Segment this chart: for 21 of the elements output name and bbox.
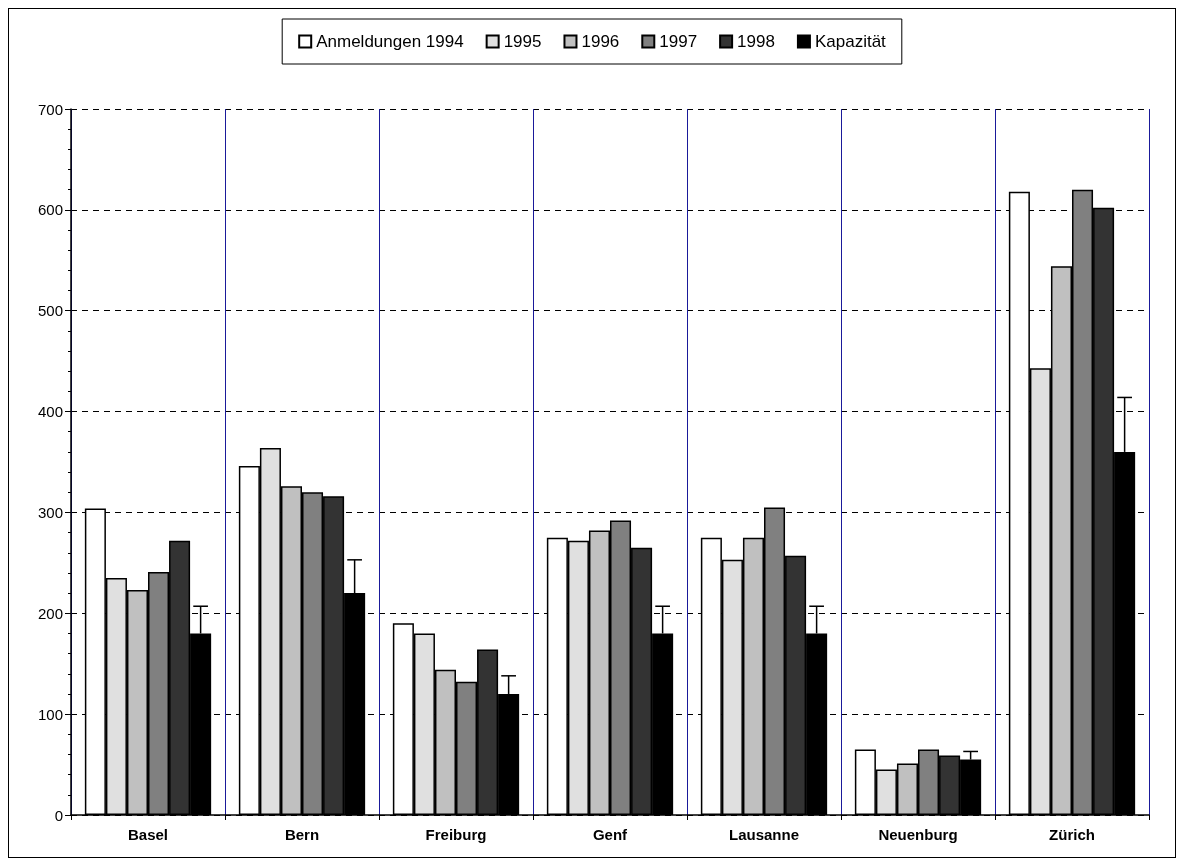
legend-label: 1995 (503, 32, 542, 51)
x-tick-label: Basel (127, 826, 169, 843)
y-tick-label: 200 (37, 604, 63, 622)
y-tick-label: 700 (37, 100, 63, 118)
legend-label: Anmeldungen 1994 (316, 32, 464, 51)
x-tick-label: Freiburg (425, 826, 487, 843)
legend-label: 1998 (737, 32, 775, 51)
legend-label: 1997 (659, 32, 698, 51)
y-tick-label: 600 (37, 201, 63, 219)
y-tick-label: 300 (37, 503, 63, 521)
y-tick-label: 400 (37, 403, 63, 421)
x-tick-label: Neuenburg (878, 826, 958, 843)
x-tick-label: Genf (592, 826, 629, 843)
y-tick-label: 100 (37, 705, 63, 723)
y-tick-label: 500 (37, 302, 63, 320)
x-tick-label: Bern (284, 826, 320, 843)
y-tick-label: 0 (54, 806, 63, 824)
x-tick-label: Lausanne (728, 826, 800, 843)
legend-label: 1996 (581, 32, 620, 51)
legend-label: Kapazität (814, 32, 887, 51)
x-tick-label: Zürich (1049, 826, 1095, 843)
